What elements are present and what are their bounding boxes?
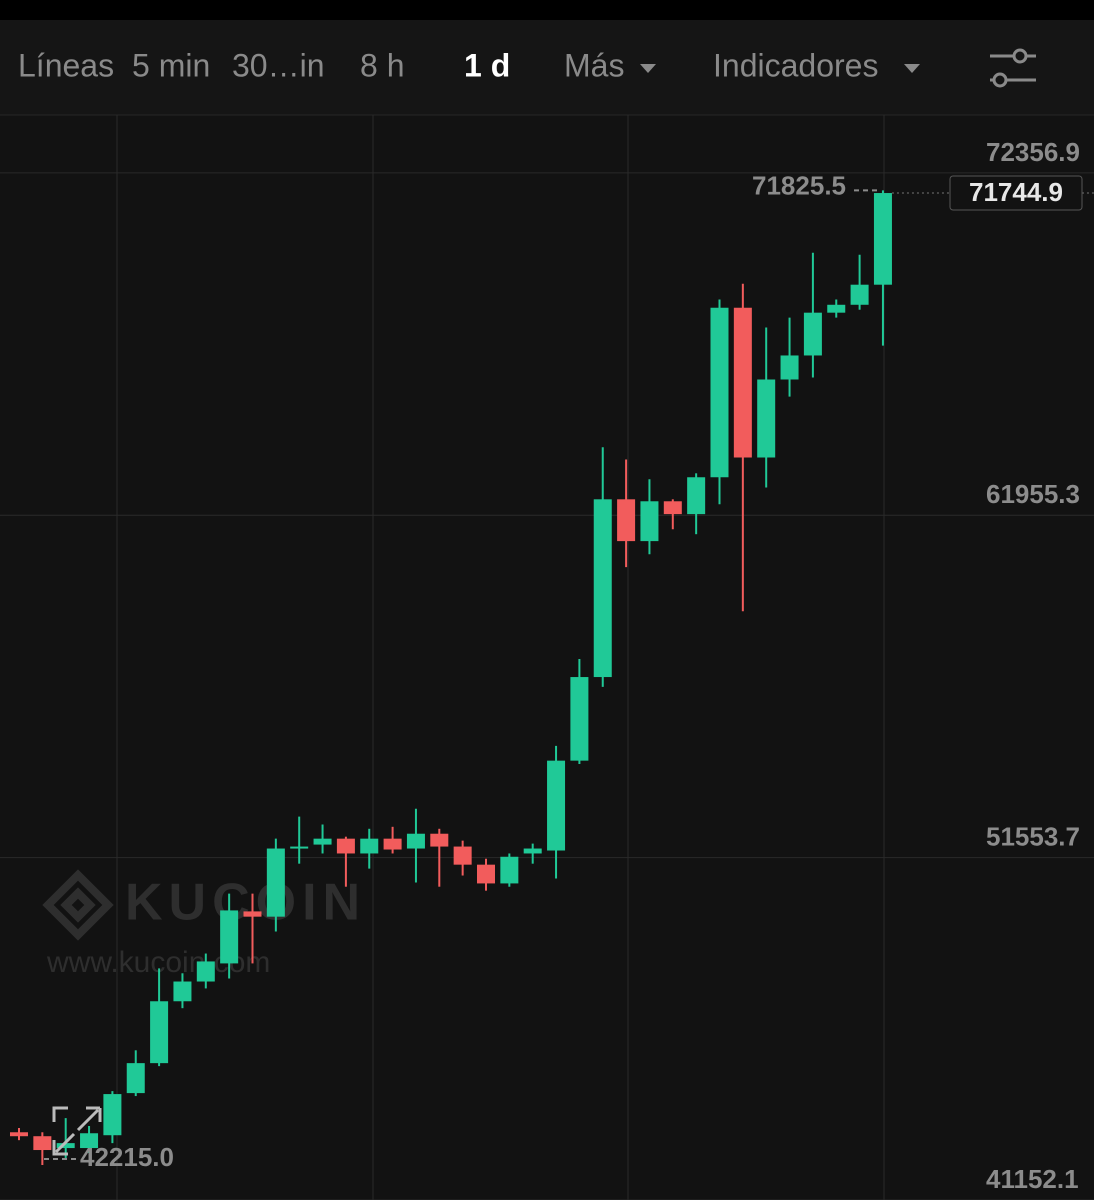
candle-body [126, 1063, 145, 1094]
dropdown-arrow [640, 64, 656, 73]
candle-body [757, 379, 776, 458]
candle-body [266, 848, 285, 917]
candle-body [547, 760, 566, 851]
y-tick-label: 51553.7 [986, 822, 1080, 852]
candle-body [780, 355, 799, 380]
candle-body [570, 677, 589, 761]
candle-body [383, 838, 402, 850]
candle-body [803, 312, 822, 356]
y-tick-label: 41152.1 [986, 1164, 1079, 1194]
candle-body [640, 501, 659, 542]
grid [116, 115, 885, 1200]
candle-body [336, 838, 355, 854]
candle-body [430, 833, 449, 847]
candle-body [173, 981, 192, 1002]
candle-body [663, 501, 682, 515]
tab[interactable]: Líneas [18, 47, 114, 83]
tab[interactable]: 30…in [232, 47, 325, 83]
dropdown[interactable]: Más [564, 47, 624, 83]
candle-body [873, 193, 892, 285]
candle-body [453, 846, 472, 865]
candle-body [617, 499, 636, 542]
settings-icon[interactable] [990, 48, 1036, 88]
last-price-box [949, 175, 1083, 211]
candle-body [56, 1143, 75, 1149]
candle-body [150, 1001, 169, 1064]
dropdown-arrow [904, 64, 920, 73]
candle-body [196, 961, 215, 982]
candle-body [500, 856, 519, 884]
max-label: 71825.5 [752, 170, 846, 200]
candle-body [687, 477, 706, 515]
status-bar [0, 0, 1094, 20]
min-label: 42215.0 [80, 1142, 174, 1172]
candle-body [710, 307, 729, 478]
y-tick-label: 72356.9 [986, 137, 1080, 167]
candle-body [33, 1136, 52, 1151]
candle-body [827, 304, 846, 313]
candle-body [360, 838, 379, 854]
expand-icon [52, 1106, 102, 1156]
candle-body [220, 910, 239, 964]
y-tick-label: 61955.3 [986, 479, 1080, 509]
watermark-brand: KUCOIN [125, 874, 366, 932]
tab[interactable]: 8 h [360, 47, 404, 83]
tab[interactable]: 5 min [132, 47, 210, 83]
candle-body [523, 848, 542, 854]
candle-body [733, 307, 752, 458]
tab-active[interactable]: 1 d [464, 47, 510, 83]
last-price-label: 71744.9 [969, 177, 1063, 207]
candle-body [80, 1133, 99, 1149]
watermark-logo [42, 869, 114, 941]
dropdown[interactable]: Indicadores [713, 47, 878, 83]
candle-body [10, 1132, 28, 1137]
candle-body [103, 1094, 122, 1136]
candle-body [290, 846, 309, 849]
candle-body [593, 499, 612, 678]
candle-body [850, 284, 869, 305]
candle-body [477, 864, 495, 884]
candle-body [243, 911, 262, 917]
candle-body [313, 838, 332, 845]
candle-body [406, 833, 425, 849]
